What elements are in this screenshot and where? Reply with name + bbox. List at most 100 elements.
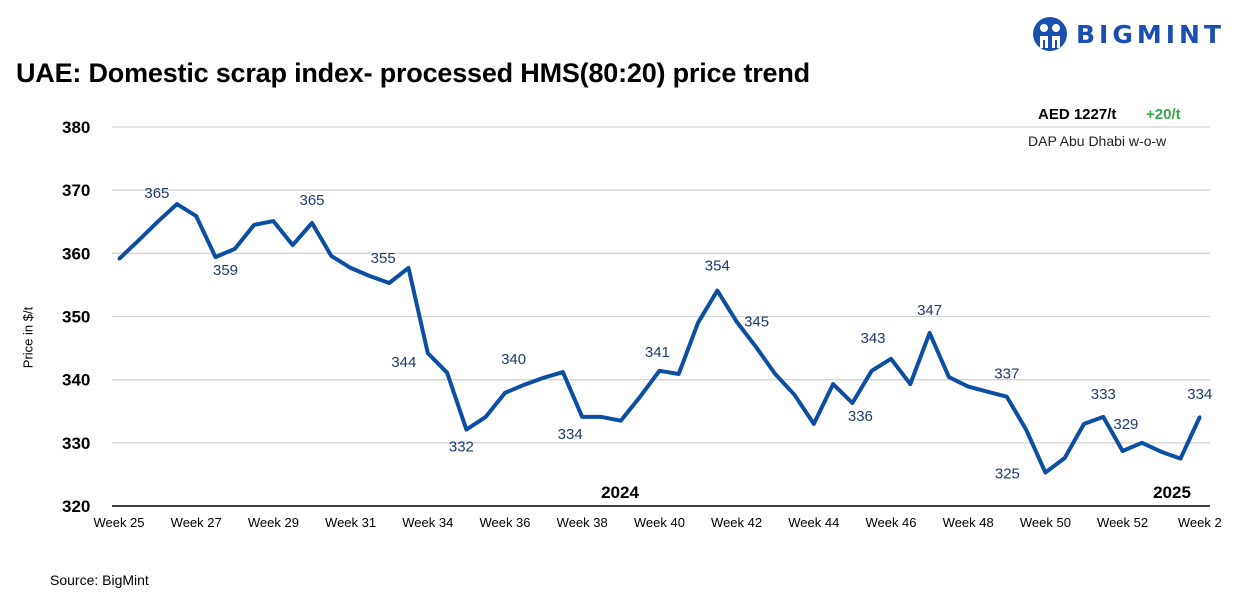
data-point [773,372,777,376]
data-point [445,371,449,375]
y-tick-label: 380 [62,118,90,137]
data-point [1121,449,1125,453]
data-point [889,357,893,361]
data-point [291,243,295,247]
data-point [175,202,179,206]
data-label: 365 [144,185,169,202]
x-tick-label: Week 42 [711,515,762,530]
data-point [908,382,912,386]
data-point [194,214,198,218]
data-label: 340 [501,351,526,368]
y-tick-label: 330 [62,434,90,453]
data-point [1101,415,1105,419]
data-point [156,220,160,224]
x-tick-label: Week 46 [865,515,916,530]
x-tick-label: Week 50 [1020,515,1071,530]
data-point [1198,415,1202,419]
x-tick-label: Week 25 [93,515,144,530]
info-price: AED 1227/t [1038,106,1117,123]
data-label: 345 [744,314,769,331]
data-point [754,345,758,349]
source-note: Source: BigMint [50,572,149,588]
data-point [117,257,121,261]
data-point [542,376,546,380]
data-point [387,281,391,285]
info-subtitle: DAP Abu Dhabi w-o-w [1028,133,1167,149]
data-point [1159,450,1163,454]
data-label: 343 [860,330,885,347]
x-tick-label: Week 40 [634,515,685,530]
data-point [310,221,314,225]
data-point [368,274,372,278]
y-tick-label: 370 [62,181,90,200]
data-point [928,331,932,335]
data-label: 337 [994,366,1019,383]
data-point [677,372,681,376]
data-point [484,415,488,419]
data-point [329,254,333,258]
data-point [1179,457,1182,461]
y-tick-label: 320 [62,497,90,516]
data-point [522,383,526,387]
x-tick-label: Week 48 [943,515,994,530]
data-point [561,370,565,374]
x-tick-label: Week 29 [248,515,299,530]
data-point [947,375,951,379]
y-tick-label: 340 [62,371,90,390]
bigmint-logo: BIGMINT [1032,16,1225,52]
data-label: 334 [1187,386,1212,403]
data-point [580,415,584,419]
data-label: 344 [391,354,416,371]
data-point [986,390,989,394]
data-label: 341 [645,344,670,361]
data-point [349,266,353,270]
data-point [1024,428,1028,432]
price-line [117,202,1202,475]
data-point [214,255,217,259]
data-label: 359 [213,262,238,279]
data-label: 365 [299,192,324,209]
data-label: 332 [449,439,474,456]
data-label: 336 [848,408,873,425]
data-point [638,395,642,399]
bigmint-logo-icon [1033,17,1067,51]
data-point [407,266,410,270]
data-point [793,393,796,397]
info-change: +20/t [1146,106,1181,123]
x-tick-label: Week 34 [402,515,453,530]
data-point [426,351,430,355]
x-tick-label: Week 27 [171,515,222,530]
data-point [715,289,719,293]
data-point [657,369,661,373]
data-point [735,320,739,324]
data-point [1063,456,1067,460]
data-label: 354 [705,258,730,275]
data-point [271,219,275,223]
data-label: 334 [558,426,583,443]
logo-text: BIGMINT [1076,19,1226,49]
data-point [503,391,507,395]
x-tick-label: Week 2 [1178,515,1222,530]
data-point [136,239,140,243]
chart-title: UAE: Domestic scrap index- processed HMS… [16,58,810,88]
data-label: 333 [1091,386,1116,403]
x-tick-label: Week 44 [788,515,839,530]
data-point [464,428,468,432]
data-label: 355 [371,250,396,267]
year-label-2024: 2024 [601,483,639,502]
data-label: 329 [1113,416,1138,433]
data-point [870,369,874,373]
y-tick-label: 360 [62,244,90,263]
data-point [1043,471,1047,475]
x-tick-label: Week 31 [325,515,376,530]
data-point [619,419,623,423]
x-tick-label: Week 38 [557,515,608,530]
data-point [1140,441,1144,445]
data-label: 347 [917,302,942,319]
data-point [600,415,603,419]
data-point [812,422,816,426]
data-point [831,382,835,386]
x-tick-label: Week 52 [1097,515,1148,530]
data-point [850,401,854,405]
